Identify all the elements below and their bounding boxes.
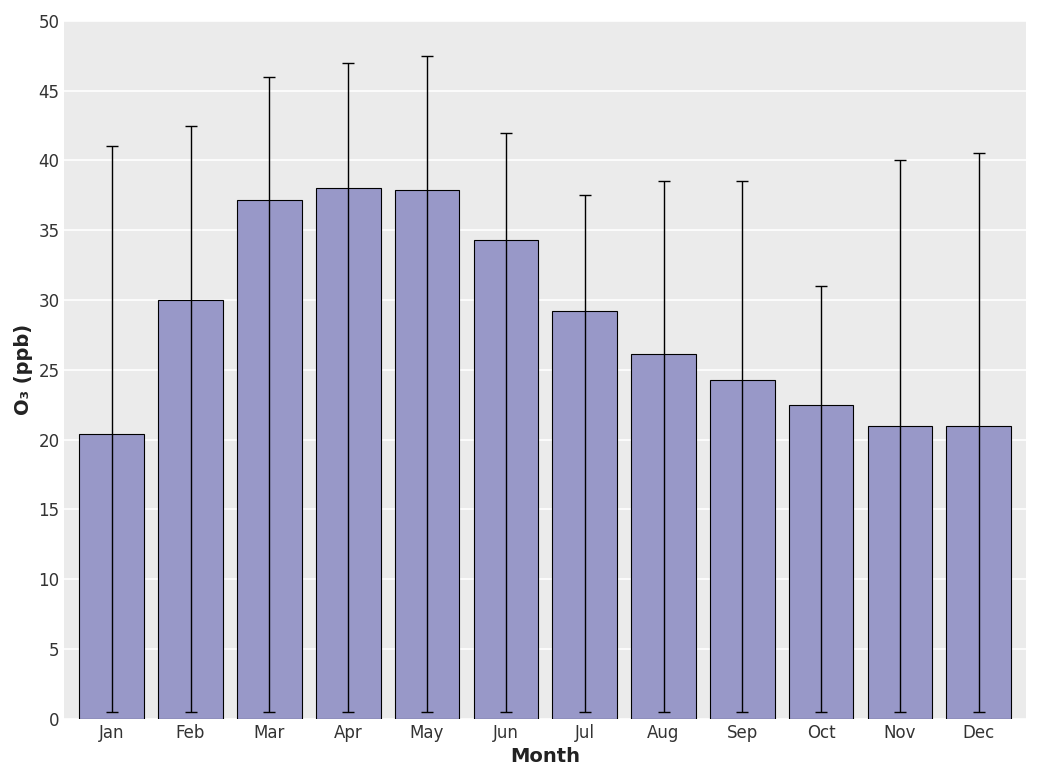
Bar <box>631 354 696 718</box>
Bar <box>710 380 775 718</box>
Bar <box>395 190 460 718</box>
Bar <box>158 300 223 718</box>
Bar <box>316 188 381 718</box>
Bar <box>789 405 854 718</box>
Bar <box>552 311 617 718</box>
Bar <box>237 200 302 718</box>
Y-axis label: O₃ (ppb): O₃ (ppb) <box>14 324 33 416</box>
Bar <box>473 240 538 718</box>
Bar <box>946 426 1011 718</box>
Bar <box>867 426 932 718</box>
X-axis label: Month: Month <box>511 747 580 766</box>
Bar <box>79 434 145 718</box>
